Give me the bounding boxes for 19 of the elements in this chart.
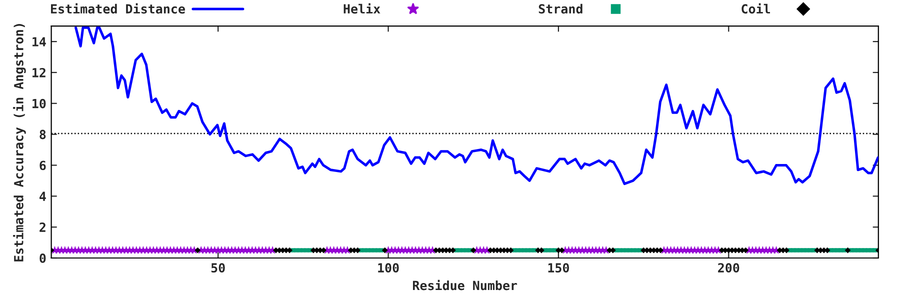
legend-label: Estimated Distance: [51, 3, 185, 14]
y-tick-label: 10: [32, 98, 46, 108]
y-tick-label: 12: [32, 68, 46, 78]
x-tick-label: 150: [548, 263, 569, 273]
y-tick-label: 8: [40, 130, 46, 140]
x-axis-title: Residue Number: [412, 280, 518, 290]
line-series: [74, 26, 878, 186]
x-tick-label: 100: [378, 263, 399, 273]
y-tick-label: 2: [40, 222, 46, 232]
x-tick-label: 50: [211, 263, 225, 273]
y-tick-label: 4: [40, 192, 46, 201]
legend-label: Helix: [344, 3, 380, 14]
x-tick-label: 200: [718, 263, 740, 273]
legend-label: Coil: [742, 3, 770, 14]
y-tick-label: 14: [32, 37, 46, 46]
y-tick-label: 6: [40, 160, 46, 170]
y-tick-label: 0: [40, 253, 46, 263]
legend-label: Strand: [538, 4, 582, 14]
y-axis-title: Estimated Accuracy (in Angstron): [13, 24, 26, 262]
